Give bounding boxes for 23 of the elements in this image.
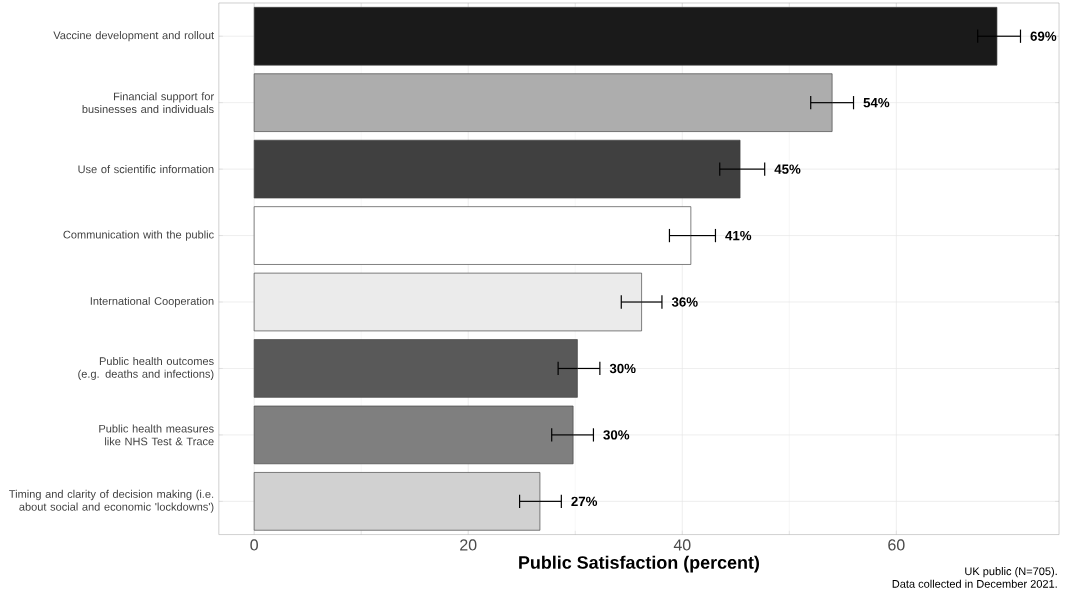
data-label: 41%	[725, 230, 752, 241]
data-label: 30%	[609, 363, 636, 374]
x-axis-title: Public Satisfaction (percent)	[519, 555, 760, 573]
data-label: 69%	[1030, 31, 1057, 41]
data-label: 54%	[863, 97, 890, 108]
y-tick-label: Use of scientific information	[78, 164, 214, 173]
x-tick-label: 40	[673, 539, 691, 551]
text: UK public (N=705).	[965, 566, 1057, 578]
y-tick-label: Vaccine development and rollout	[53, 30, 215, 42]
data-label: 27%	[571, 496, 598, 506]
y-tick-label: Timing and clarity of decision making (i.e. about social and economic 'lockdowns')	[9, 489, 214, 513]
y-tick-label: Financial support for businesses and individuals	[82, 92, 214, 113]
data-label: 36%	[671, 297, 698, 307]
y-tick-label: Public health outcomes (e.g. deaths and infections)	[78, 356, 214, 380]
y-tick-label: Communication with the public	[63, 230, 214, 241]
x-tick-label: 60	[888, 539, 905, 551]
data-label: 45%	[774, 164, 801, 174]
y-tick-label: Public health measures like NHS Test & Trace	[99, 424, 214, 446]
x-tick-label: 0	[250, 539, 258, 551]
y-tick-label: International Cooperation	[90, 296, 214, 307]
data-label: 30%	[603, 430, 630, 440]
x-tick-label: 20	[460, 539, 477, 551]
text: Data collected in December 2021.	[892, 579, 1057, 588]
